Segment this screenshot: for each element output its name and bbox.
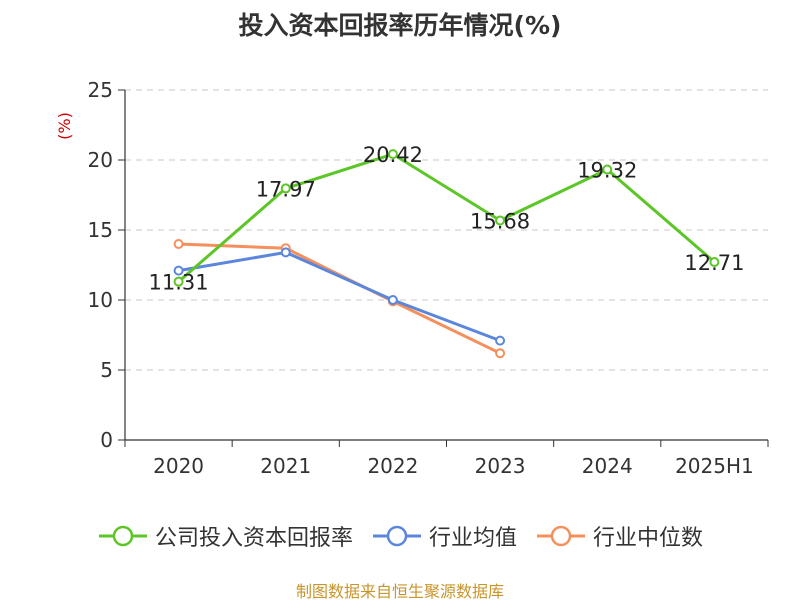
series-line (177, 152, 716, 283)
data-label: 19.32 (577, 159, 637, 183)
data-point (709, 257, 720, 268)
data-point (173, 239, 184, 249)
x-tick-label: 2020 (153, 454, 204, 478)
x-tick-label: 2022 (367, 454, 418, 478)
legend-label: 行业中位数 (593, 526, 704, 551)
data-point (280, 183, 291, 194)
chart-title: 投入资本回报率历年情况(%) (238, 11, 562, 40)
legend-item[interactable]: 行业均值 (371, 520, 517, 552)
legend-swatch (537, 525, 585, 547)
y-tick-label: 25 (88, 78, 113, 102)
y-axis-title: (%) (55, 112, 74, 140)
data-point (495, 348, 506, 359)
data-point (495, 215, 506, 226)
series-line (178, 250, 501, 343)
legend-swatch-marker (550, 525, 572, 547)
data-point (387, 295, 398, 305)
data-label: 15.68 (470, 209, 530, 233)
axes: 0 5 10 15 20 25 2020 2021 2022 2023 2024 2025H1 (88, 78, 769, 478)
data-label: 11.31 (149, 271, 209, 295)
data-point (280, 247, 291, 258)
legend-swatch (98, 525, 147, 547)
legend-swatch (372, 525, 421, 547)
data-label: 20.42 (363, 143, 423, 167)
y-tick-label: 15 (88, 218, 113, 242)
data-labels: 11.31 17.97 20.42 15.68 19.32 12.71 (149, 143, 745, 295)
y-tick-label: 5 (100, 358, 113, 382)
y-tick-label: 0 (100, 428, 113, 452)
series-line (178, 242, 501, 355)
y-tick-label: 20 (88, 148, 113, 172)
x-tick-label: 2021 (260, 454, 311, 478)
legend-item[interactable]: 行业中位数 (535, 520, 703, 552)
grid-lines (125, 89, 768, 371)
data-point (173, 265, 184, 276)
data-point (173, 276, 184, 287)
legend: 公司投入资本回报率 行业均值 行业中位数 (0, 520, 800, 552)
legend-swatch-marker (112, 525, 134, 547)
source-note: 制图数据来自恒生聚源数据库 (295, 582, 504, 601)
legend-label: 行业均值 (428, 526, 517, 551)
legend-label: 公司投入资本回报率 (154, 526, 353, 551)
data-point (387, 149, 398, 160)
data-label: 12.71 (684, 251, 744, 275)
data-point (495, 335, 506, 346)
data-label: 17.97 (256, 177, 316, 201)
y-tick-label: 10 (88, 288, 113, 312)
data-point (602, 164, 613, 175)
legend-item[interactable]: 公司投入资本回报率 (97, 520, 353, 552)
series (173, 149, 720, 359)
x-tick-label: 2024 (582, 454, 633, 478)
x-tick-label: 2023 (475, 454, 526, 478)
legend-swatch-marker (386, 525, 408, 547)
x-tick-label: 2025H1 (675, 454, 754, 478)
